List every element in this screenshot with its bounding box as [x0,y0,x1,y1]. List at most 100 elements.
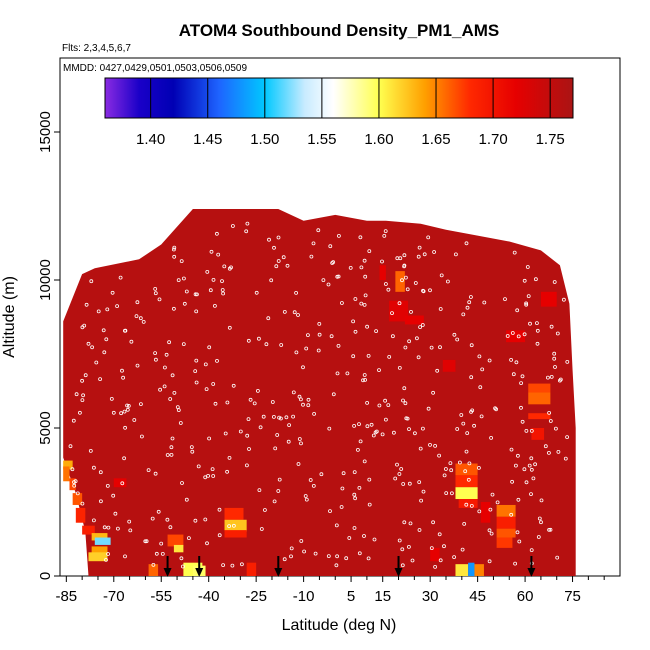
sample-point [326,554,331,558]
sample-point [390,334,395,339]
sample-point [558,378,562,383]
sample-point [438,558,443,563]
sample-point [401,398,405,403]
sample-point [534,277,538,282]
sample-point [275,433,280,437]
sample-point [362,258,367,263]
sample-point [509,357,514,362]
sample-point [212,303,217,308]
sample-point [420,426,425,431]
sample-point [101,328,106,333]
sample-point [429,345,434,350]
sample-point [98,377,102,382]
sample-point [468,295,473,299]
sample-point [403,401,408,406]
sample-point [245,221,250,226]
sample-point [351,354,356,359]
y-axis-label: Altitude (m) [1,276,18,358]
sample-point [329,334,334,339]
sample-point [89,279,94,284]
sample-point [428,442,432,447]
sample-point [272,245,276,250]
sample-point [304,497,309,502]
sample-point [168,525,173,530]
sample-point [213,401,218,406]
sample-points [68,221,570,569]
sample-point [308,478,313,482]
sample-point [165,517,170,522]
colorbar: 1.40 1.45 1.50 1.55 1.60 1.65 1.70 1.75 [104,77,574,148]
sample-point [439,273,444,278]
sample-point [336,233,341,238]
sample-point [273,446,278,451]
sample-point [162,384,167,389]
sample-point [179,259,184,264]
sample-point [109,396,114,401]
sample-point [171,247,176,252]
sample-point [334,563,339,568]
sample-point [90,345,94,350]
density-cell [458,499,478,508]
sample-point [303,494,308,498]
sample-point [442,473,447,478]
sample-point [373,430,378,435]
sample-point [374,329,379,334]
sample-point [120,481,125,486]
sample-point [170,436,175,441]
sample-point [245,433,250,438]
density-cell [94,537,111,545]
sample-point [88,448,93,453]
flights-subtitle: Flts: 2,3,4,5,6,7 [62,43,131,54]
sample-point [193,369,198,374]
sample-point [106,525,111,530]
sample-point [221,291,226,296]
sample-point [194,380,199,385]
sample-point [154,551,159,556]
sample-point [547,450,551,455]
sample-point [433,565,438,569]
sample-point [105,307,110,312]
sample-point [457,460,462,465]
sample-point [164,352,169,357]
density-cell [455,487,478,500]
sample-point [270,400,275,404]
sample-point [239,562,244,567]
sample-point [74,536,79,541]
sample-point [347,536,352,540]
sample-point [72,483,77,488]
density-cell [528,392,551,405]
sample-point [336,274,341,279]
sample-point [115,304,119,309]
sample-point [135,300,140,305]
sample-point [277,477,282,482]
sample-point [529,492,533,497]
sample-point [398,256,403,261]
sample-point [556,449,561,454]
sample-point [321,278,326,283]
sample-point [75,491,80,496]
sample-point [516,453,520,458]
sample-point [401,482,406,486]
sample-point [121,375,125,380]
sample-point [548,527,553,532]
sample-point [399,467,404,471]
sample-point [292,310,297,315]
sample-point [407,427,411,432]
sample-point [490,492,495,497]
x-tick-label: 5 [347,588,355,605]
sample-point [465,305,470,310]
sample-point [334,523,339,528]
sample-point [294,350,299,355]
sample-point [227,524,232,528]
profile-marker-arrowhead [163,568,172,577]
sample-point [467,300,472,305]
sample-point [495,500,500,505]
sample-point [335,371,340,376]
sample-point [165,453,170,457]
sample-point [487,559,492,564]
sample-point [412,431,417,436]
sample-point [205,269,210,274]
sample-point [417,245,422,250]
sample-point [402,263,407,268]
sample-point [535,321,539,326]
